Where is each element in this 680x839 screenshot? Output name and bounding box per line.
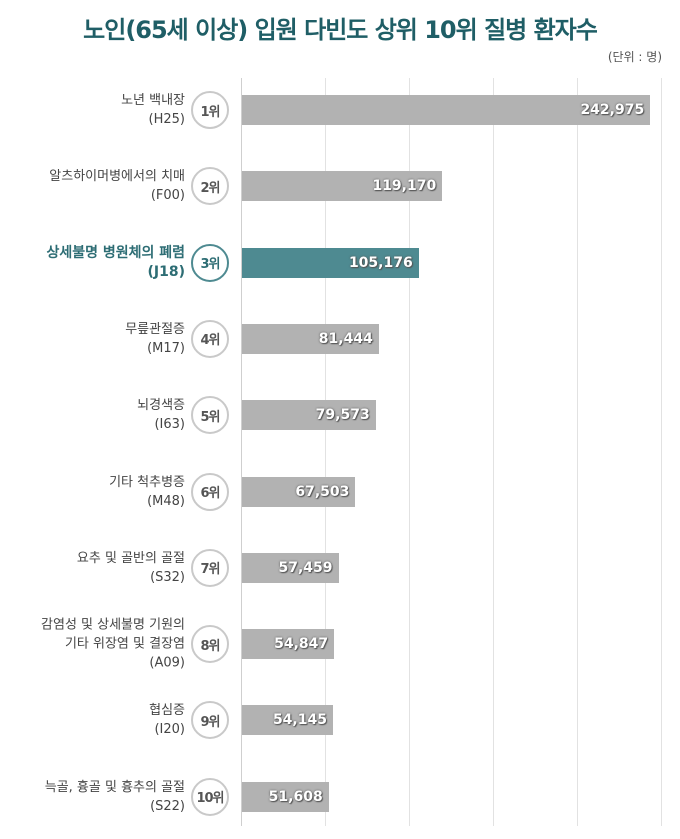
category-label-line: 감염성 및 상세불명 기원의: [41, 617, 185, 633]
rank-badge: 7위: [191, 548, 229, 587]
category-label: 무릎관절증 (M17): [0, 320, 185, 358]
category-label-line: 알츠하이머병에서의 치매: [49, 169, 185, 185]
category-label: 기타 척추병증 (M48): [0, 473, 185, 511]
gridline: [493, 78, 494, 826]
rank-badge: 2위: [191, 167, 229, 206]
rank-badge: 8위: [191, 625, 229, 664]
category-label-line: 상세불명 병원체의 폐렴: [46, 244, 185, 261]
rank-badge: 10위: [191, 777, 229, 816]
category-label-line: 기타 척추병증: [109, 474, 185, 490]
category-label-line: (J18): [147, 263, 186, 280]
category-label: 협심증 (I20): [0, 701, 185, 739]
category-label-line: 무릎관절증: [125, 321, 185, 337]
rank-badge: 5위: [191, 396, 229, 435]
category-label: 요추 및 골반의 골절 (S32): [0, 549, 185, 587]
category-label-line: 기타 위장염 및 결장염: [64, 636, 185, 652]
bar: [242, 247, 419, 278]
value-label: 119,170: [372, 178, 437, 195]
value-label: 242,975: [580, 102, 645, 118]
gridline: [661, 78, 662, 826]
category-label: 노년 백내장 (H25): [0, 91, 185, 129]
rank-badge: 6위: [191, 472, 229, 511]
gridline: [577, 78, 578, 826]
category-label-line: (S22): [150, 798, 185, 814]
category-label-line: (M48): [147, 493, 185, 509]
rank-badge: 4위: [191, 319, 229, 358]
category-label-line: (A09): [149, 655, 185, 671]
category-label-line: 뇌경색증: [137, 398, 185, 414]
gridline: [409, 78, 410, 826]
value-label: 51,608: [268, 788, 323, 805]
category-label-line: 늑골, 흉골 및 흉추의 골절: [44, 779, 185, 795]
bar: [242, 323, 379, 354]
category-label-line: (M17): [147, 340, 185, 356]
category-label-line: (S32): [150, 569, 185, 585]
plot-area: [241, 78, 662, 826]
unit-label: (단위 : 명): [607, 50, 662, 64]
category-label-line: (H25): [148, 112, 185, 127]
bar: [242, 781, 329, 812]
category-label-line: (F00): [150, 188, 185, 204]
value-label: 54,847: [274, 636, 329, 653]
gridline: [325, 78, 326, 826]
value-label: 57,459: [278, 559, 333, 576]
bar: [242, 705, 333, 736]
bar: [242, 476, 356, 507]
rank-badge: 3위: [191, 243, 229, 282]
value-label: 105,176: [348, 254, 413, 271]
value-label: 54,145: [272, 712, 327, 729]
bar: [242, 171, 443, 202]
bar: [242, 552, 339, 583]
rank-badge: 9위: [191, 701, 229, 740]
y-axis-line: [241, 78, 242, 826]
category-label-line: 요추 및 골반의 골절: [76, 550, 185, 566]
value-label: 79,573: [315, 407, 370, 424]
bar: [242, 95, 651, 125]
category-label: 뇌경색증 (I63): [0, 396, 185, 434]
category-label-line: 노년 백내장: [121, 93, 185, 108]
value-label: 81,444: [318, 330, 373, 347]
category-label-line: 협심증: [149, 703, 185, 719]
category-label: 늑골, 흉골 및 흉추의 골절 (S22): [0, 778, 185, 816]
chart-title: 노인(65세 이상) 입원 다빈도 상위 10위 질병 환자수: [83, 16, 598, 44]
bar: [242, 629, 335, 660]
rank-badge: 1위: [191, 91, 229, 129]
category-label-line: (I20): [154, 722, 185, 738]
category-label: 알츠하이머병에서의 치매 (F00): [0, 167, 185, 205]
category-label: 상세불명 병원체의 폐렴 (J18): [0, 244, 185, 282]
value-label: 67,503: [295, 483, 350, 500]
category-label-line: (I63): [154, 417, 185, 433]
bar: [242, 400, 376, 431]
